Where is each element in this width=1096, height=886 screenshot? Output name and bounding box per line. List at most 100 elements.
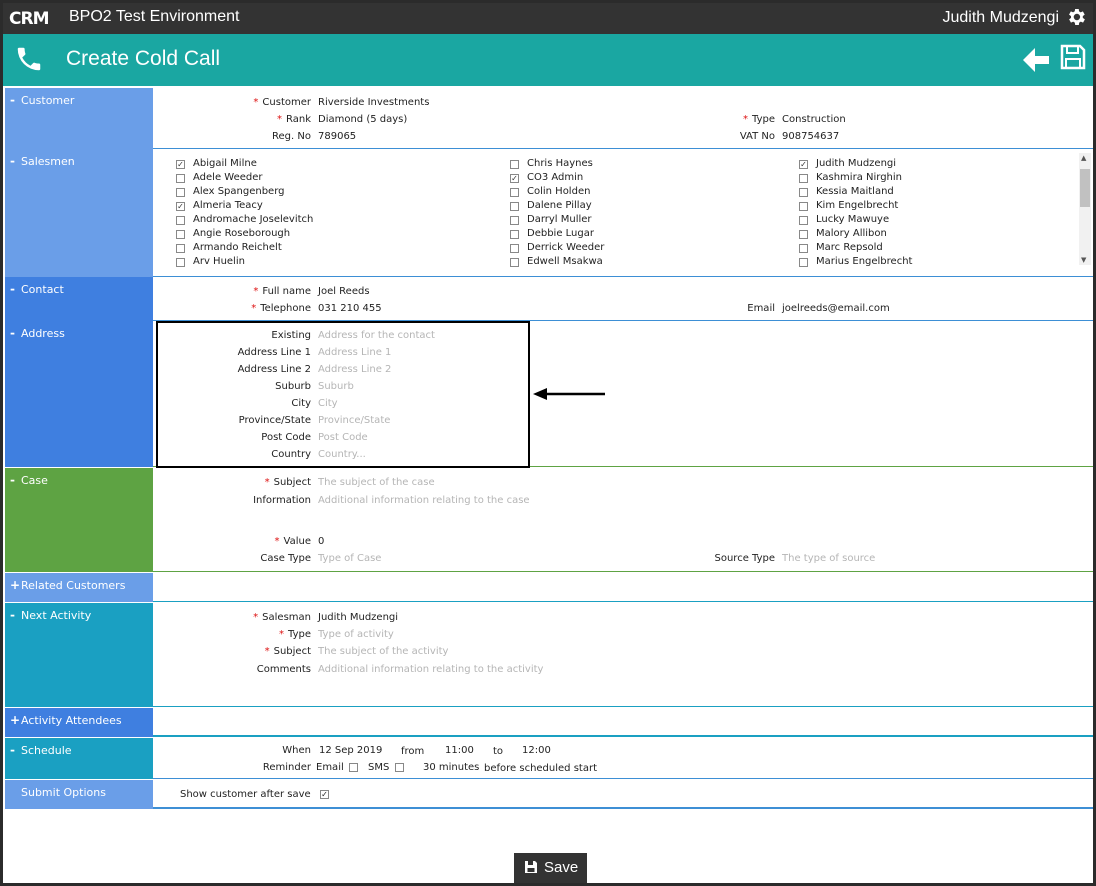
minutes-input[interactable]: 30 minutes — [423, 762, 480, 773]
email-label-wrap: Email — [653, 303, 775, 314]
collapse-icon[interactable]: - — [10, 473, 15, 487]
salesman-checkbox[interactable] — [799, 244, 808, 253]
salesman-checkbox[interactable] — [176, 230, 185, 239]
vat-label: VAT No — [739, 131, 775, 142]
schedule-header[interactable]: - Schedule — [5, 738, 153, 779]
salesman-name: Debbie Lugar — [527, 228, 594, 239]
comments-textarea[interactable]: Additional information relating to the a… — [318, 664, 544, 675]
save-icon[interactable] — [1059, 43, 1087, 71]
salesman-name: Darryl Muller — [527, 214, 592, 225]
salesman-select[interactable]: Judith Mudzengi — [318, 612, 399, 623]
address-field-input[interactable]: Province/State — [318, 415, 391, 426]
show-customer-checkbox[interactable]: ✓ — [320, 790, 329, 799]
salesman-checkbox[interactable]: ✓ — [176, 202, 185, 211]
fullname-value[interactable]: Joel Reeds — [318, 286, 370, 297]
collapse-icon[interactable]: - — [10, 154, 15, 168]
salesman-checkbox[interactable] — [176, 174, 185, 183]
salesman-checkbox[interactable] — [799, 188, 808, 197]
scroll-thumb[interactable] — [1080, 169, 1090, 207]
collapse-icon[interactable]: - — [10, 282, 15, 296]
salesman-checkbox[interactable] — [510, 216, 519, 225]
salesman-checkbox[interactable] — [176, 244, 185, 253]
scroll-down-icon[interactable]: ▼ — [1081, 256, 1087, 264]
salesmen-scrollbar[interactable]: ▲ ▼ — [1079, 153, 1091, 265]
address-body: Existing Address for the contact Address L… — [153, 321, 1093, 467]
address-field-input[interactable]: Address for the contact — [318, 330, 435, 341]
activity-attendees-header[interactable]: + Activity Attendees — [5, 708, 153, 737]
activity-type-select[interactable]: Type of activity — [318, 629, 394, 640]
salesman-checkbox[interactable] — [176, 216, 185, 225]
salesman-checkbox[interactable] — [799, 258, 808, 267]
from-time-input[interactable]: 11:00 — [445, 745, 474, 756]
salesman-checkbox[interactable] — [799, 230, 808, 239]
related-customers-header[interactable]: + Related Customers — [5, 573, 153, 602]
salesman-name: Derrick Weeder — [527, 242, 605, 253]
contact-section: - Contact * Full name Joel Reeds * Telepho… — [3, 277, 1093, 321]
to-time-input[interactable]: 12:00 — [522, 745, 551, 756]
salesman-name: Kashmira Nirghin — [816, 172, 902, 183]
source-type-select[interactable]: The type of source — [782, 553, 876, 564]
save-button[interactable]: Save — [514, 853, 587, 883]
collapse-icon[interactable]: - — [10, 93, 15, 107]
telephone-value[interactable]: 031 210 455 — [318, 303, 382, 314]
address-field-input[interactable]: Address Line 2 — [318, 364, 392, 375]
case-type-select[interactable]: Type of Case — [318, 553, 382, 564]
salesman-checkbox[interactable] — [510, 188, 519, 197]
customer-value[interactable]: Riverside Investments — [318, 97, 430, 108]
when-label: When — [282, 745, 311, 756]
salesman-checkbox[interactable]: ✓ — [799, 160, 808, 169]
next-activity-header[interactable]: - Next Activity — [5, 603, 153, 707]
when-date-input[interactable]: 12 Sep 2019 — [319, 745, 383, 756]
address-field-input[interactable]: Address Line 1 — [318, 347, 392, 358]
salesman-checkbox[interactable] — [799, 202, 808, 211]
salesman-checkbox[interactable]: ✓ — [510, 174, 519, 183]
salesman-checkbox[interactable] — [510, 202, 519, 211]
email-reminder-checkbox[interactable] — [349, 763, 358, 772]
salesman-name: Lucky Mawuye — [816, 214, 890, 225]
salesman-checkbox[interactable] — [510, 230, 519, 239]
user-name[interactable]: Judith Mudzengi — [942, 9, 1059, 26]
collapse-icon[interactable]: - — [10, 326, 15, 340]
salesman-checkbox[interactable] — [510, 160, 519, 169]
salesmen-section-header[interactable]: - Salesmen — [5, 149, 153, 277]
address-section-header[interactable]: - Address — [5, 321, 153, 467]
page-title: Create Cold Call — [66, 47, 221, 70]
case-value-input[interactable]: 0 — [318, 536, 325, 547]
salesman-checkbox[interactable] — [510, 258, 519, 267]
address-field-input[interactable]: Post Code — [318, 432, 368, 443]
expand-icon[interactable]: + — [10, 713, 21, 727]
salesman-checkbox[interactable] — [176, 188, 185, 197]
rank-label-wrap: * Rank — [277, 114, 311, 125]
to-label: to — [493, 746, 504, 757]
case-subject-input[interactable]: The subject of the case — [318, 477, 435, 488]
activity-subject-input[interactable]: The subject of the activity — [318, 646, 449, 657]
case-info-textarea[interactable]: Additional information relating to the c… — [318, 495, 530, 506]
contact-section-header[interactable]: - Contact — [5, 277, 153, 321]
section-label: Activity Attendees — [21, 714, 122, 727]
scroll-up-icon[interactable]: ▲ — [1081, 154, 1087, 162]
salesman-checkbox[interactable] — [799, 216, 808, 225]
email-value[interactable]: joelreeds@email.com — [782, 303, 890, 314]
top-bar: CRM BPO2 Test Environment Judith Mudzeng… — [3, 3, 1093, 34]
case-section-header[interactable]: - Case — [5, 468, 153, 572]
next-activity-body: * Salesman Judith Mudzengi * Type Type of … — [153, 603, 1093, 707]
collapse-icon[interactable]: - — [10, 743, 15, 757]
address-field-input[interactable]: Country... — [318, 449, 366, 460]
gear-icon[interactable] — [1065, 6, 1087, 28]
sms-reminder-label: SMS — [368, 762, 390, 773]
arrow-left-icon — [533, 388, 605, 400]
salesman-checkbox[interactable] — [799, 174, 808, 183]
customer-section-header[interactable]: - Customer — [5, 88, 153, 149]
sms-reminder-checkbox[interactable] — [395, 763, 404, 772]
salesman-checkbox[interactable] — [176, 258, 185, 267]
address-field-input[interactable]: Suburb — [318, 381, 354, 392]
salesman-checkbox[interactable] — [510, 244, 519, 253]
address-field-input[interactable]: City — [318, 398, 338, 409]
collapse-icon[interactable]: - — [10, 608, 15, 622]
submit-options-header: Submit Options — [5, 780, 153, 809]
salesman-checkbox[interactable]: ✓ — [176, 160, 185, 169]
back-arrow-icon[interactable] — [1021, 46, 1051, 74]
expand-icon[interactable]: + — [10, 578, 21, 592]
address-field-label: Address Line 1 — [237, 347, 311, 358]
reminder-label: Reminder — [262, 762, 311, 773]
